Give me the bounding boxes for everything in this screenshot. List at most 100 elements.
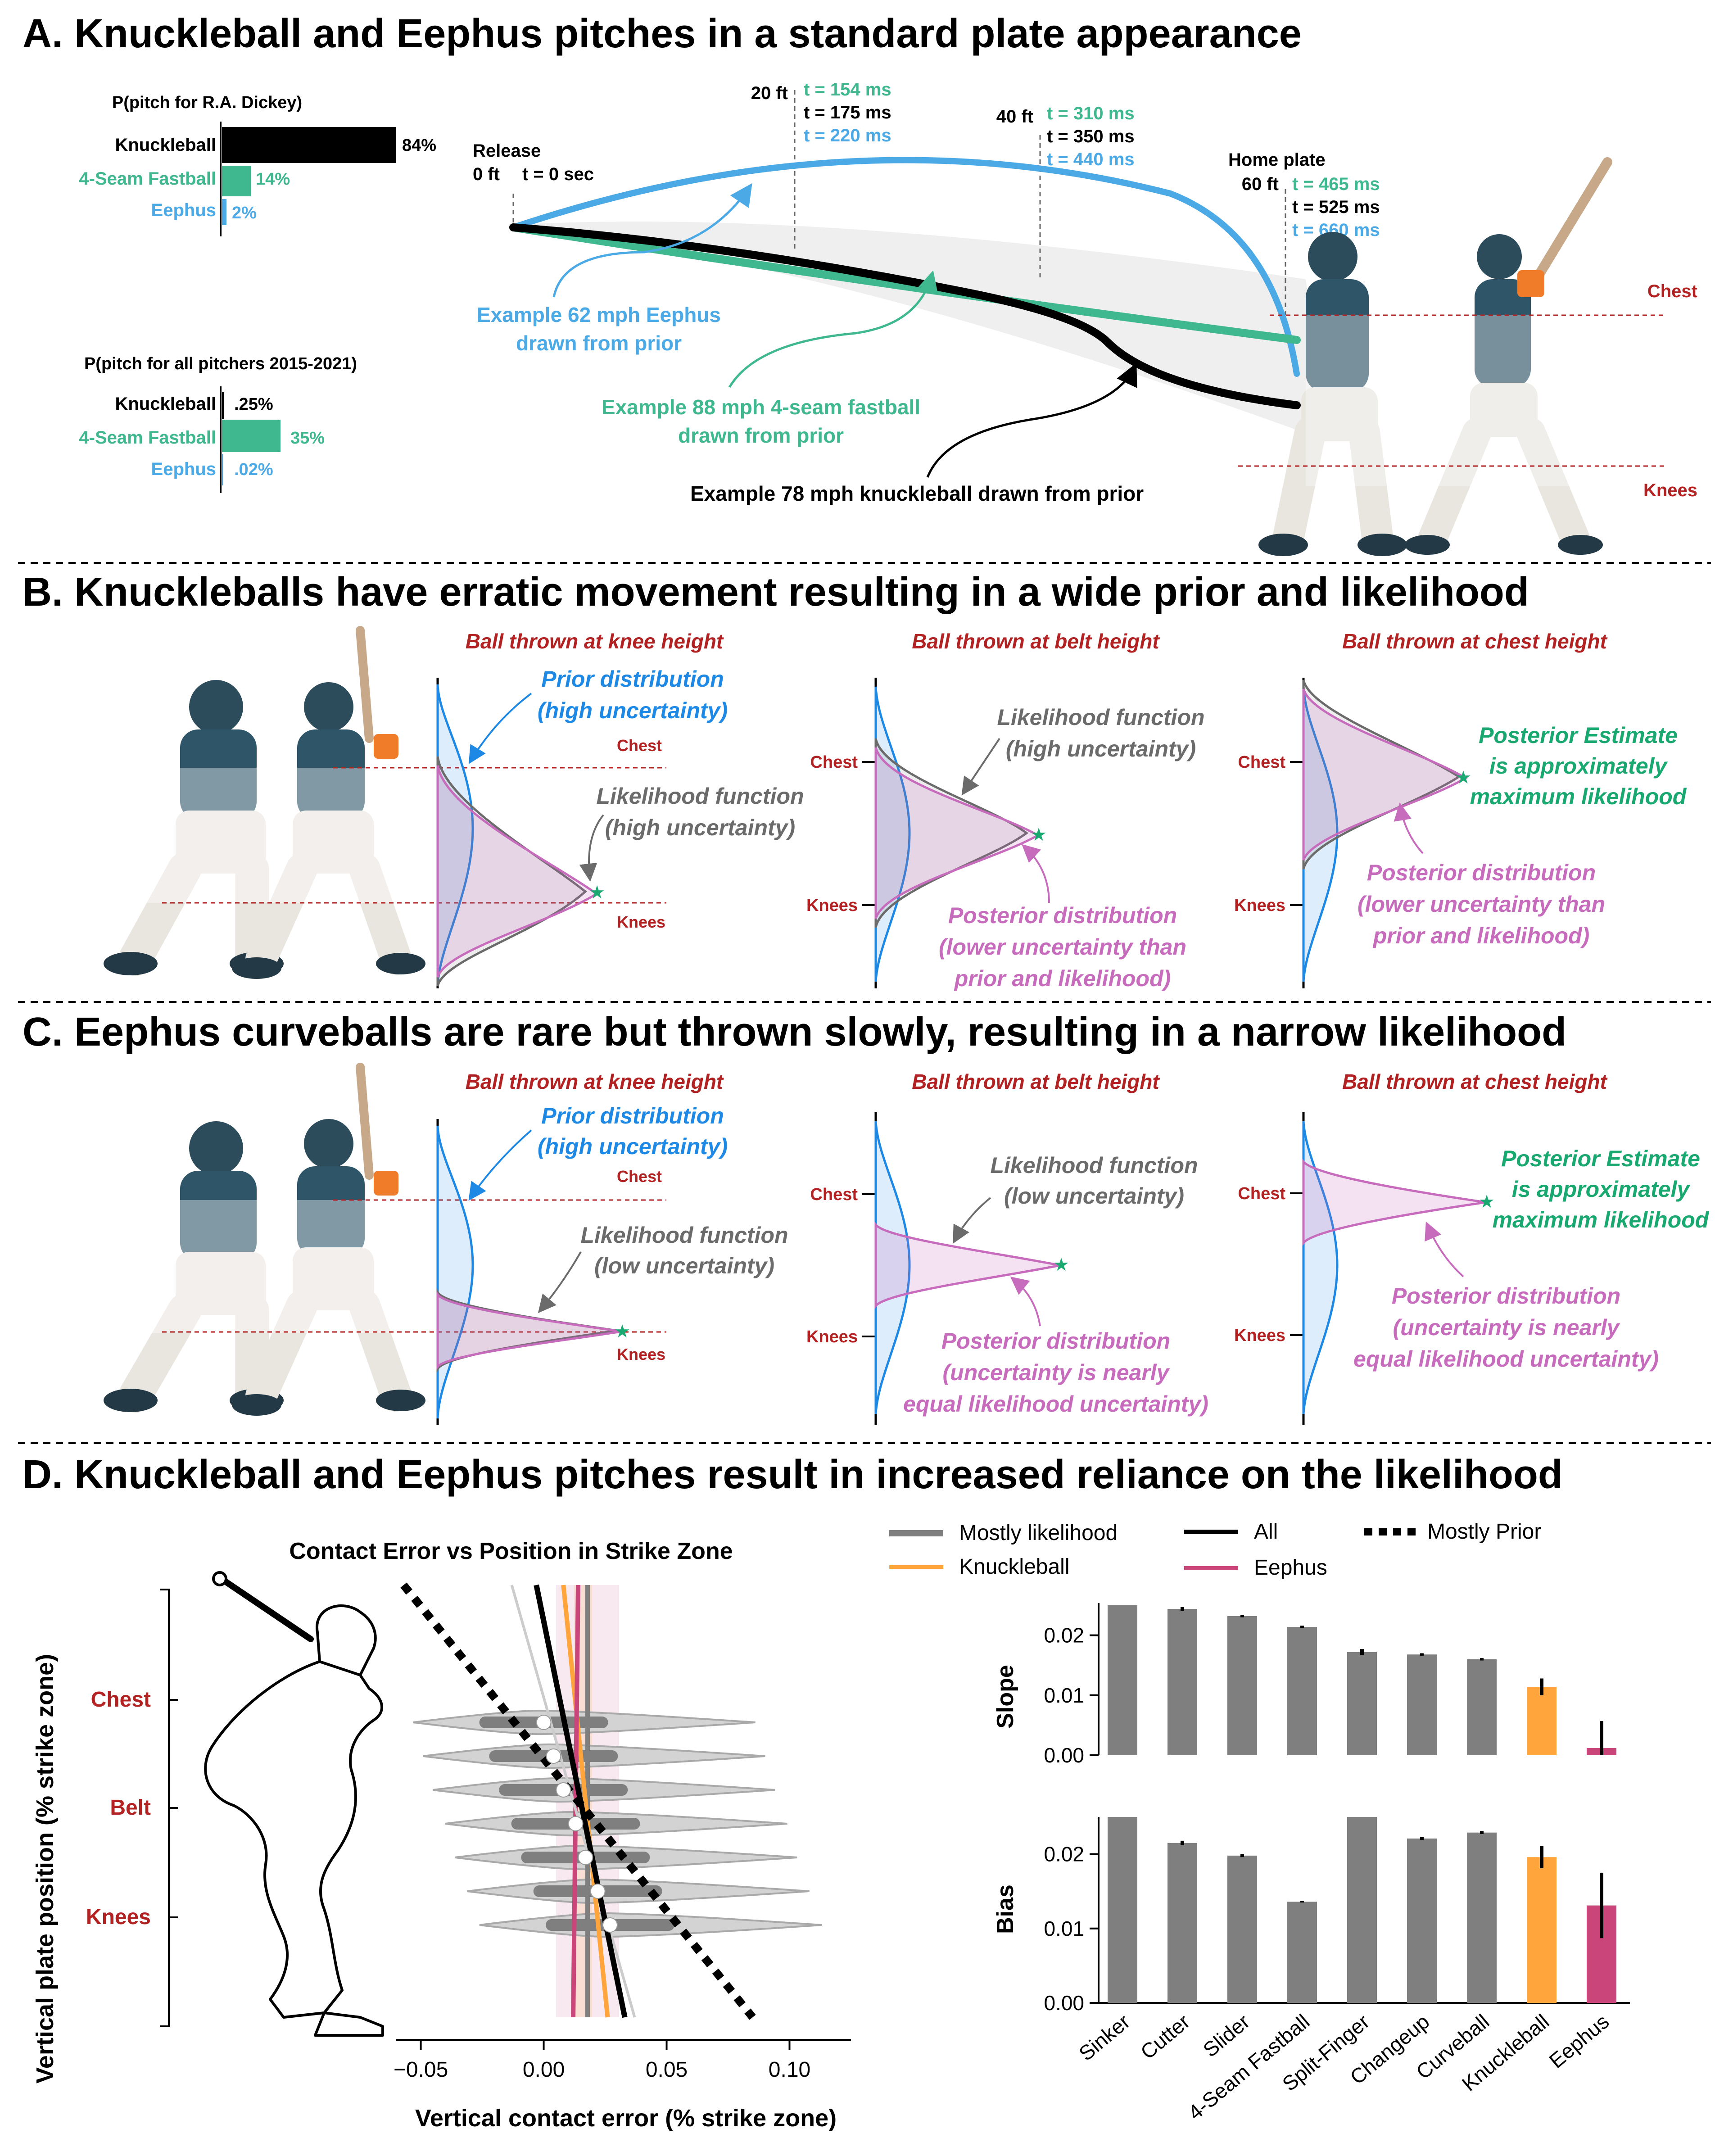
b-chest-plot: Ball thrown at chest height Chest Knees …: [1234, 630, 1687, 988]
all-value-fastball: 35%: [290, 429, 325, 448]
median-point-4: [578, 1850, 593, 1865]
legend-all: All: [1254, 1520, 1278, 1544]
slope-ylabel: Slope: [992, 1665, 1018, 1729]
median-point-1: [546, 1748, 561, 1764]
b1-prior-curve: [436, 684, 474, 987]
all-label-knuckleball: Knuckleball: [115, 394, 216, 414]
median-point-0: [536, 1715, 552, 1730]
b2-posterior-label-2: (lower uncertainty than: [939, 934, 1186, 960]
d-legend: Mostly likelihood All Mostly Prior Knuck…: [889, 1520, 1541, 1580]
bias-bar-slider: [1227, 1855, 1257, 2003]
b2-likelihood-label-2: (high uncertainty): [1006, 736, 1196, 761]
mark40-t2: t = 350 ms: [1047, 127, 1135, 146]
c3-estimate-label-1: Posterior Estimate: [1501, 1146, 1700, 1171]
d-plot-title: Contact Error vs Position in Strike Zone: [289, 1538, 733, 1564]
b2-posterior-label-3: prior and likelihood): [954, 966, 1171, 991]
all-pitchers-bar-chart: P(pitch for all pitchers 2015-2021) Knuc…: [79, 354, 357, 493]
b1-likelihood-label-2: (high uncertainty): [605, 815, 795, 840]
fastball-note-1: Example 88 mph 4-seam fastball: [602, 395, 920, 419]
chest-label-b3: Chest: [1238, 753, 1285, 772]
panel-b-title: B. Knuckleballs have erratic movement re…: [23, 570, 1529, 615]
d-y-bracket: [160, 1589, 170, 2027]
panel-c: C. Eephus curveballs are rare but thrown…: [23, 1010, 1710, 1425]
knees-label-c1: Knees: [617, 1345, 665, 1363]
c2-likelihood-arrow: [953, 1197, 991, 1244]
home-t2: t = 525 ms: [1292, 197, 1380, 217]
c2-likelihood-label-1: Likelihood function: [990, 1153, 1198, 1178]
line-knuckleball: [561, 1585, 610, 2018]
dickey-bar-knuckleball: [222, 127, 396, 163]
knees-label-c2: Knees: [806, 1327, 858, 1346]
b1-prior-label-1: Prior distribution: [541, 666, 724, 692]
panel-d: D. Knuckleball and Eephus pitches result…: [23, 1452, 1630, 2132]
b3-posterior-arrow: [1394, 802, 1424, 854]
d-y-axis-title: Vertical plate position (% strike zone): [32, 1654, 59, 2084]
dickey-bar-eephus: [222, 199, 226, 225]
knees-label-a: Knees: [1643, 480, 1697, 500]
c1-prior-label-2: (high uncertainty): [538, 1134, 728, 1159]
c-knee-plot: Ball thrown at knee height ★ Prior distr…: [436, 1070, 788, 1425]
slope-bar-split-finger: [1347, 1652, 1377, 1755]
legend-mostly-likelihood: Mostly likelihood: [959, 1521, 1118, 1545]
mark40-t3: t = 440 ms: [1047, 149, 1135, 169]
b3-estimate-label-3: maximum likelihood: [1470, 784, 1687, 809]
all-bar-knuckleball: [222, 392, 224, 419]
b3-estimate-star: ★: [1455, 768, 1471, 788]
c-belt-plot: Ball thrown at belt height Chest Knees ★…: [806, 1070, 1208, 1425]
slope-bar-4-seam-fastball: [1287, 1626, 1317, 1755]
median-point-5: [590, 1884, 606, 1899]
release-time: t = 0 sec: [522, 164, 594, 184]
slope-bar-knuckleball: [1527, 1687, 1557, 1755]
slope-ytick-label-1: 0.01: [1044, 1684, 1084, 1707]
d-ytick-knees: Knees: [86, 1905, 151, 1929]
b2-posterior-curve: [874, 747, 1040, 919]
c-sub-knee: Ball thrown at knee height: [466, 1070, 724, 1093]
panel-c-title: C. Eephus curveballs are rare but thrown…: [23, 1010, 1566, 1055]
release-ft: 0 ft: [473, 164, 500, 184]
b3-posterior-label-2: (lower uncertainty than: [1357, 892, 1605, 917]
b2-posterior-arrow: [1022, 844, 1050, 903]
b2-likelihood-curve: [874, 738, 1029, 928]
home-ft: 60 ft: [1242, 174, 1279, 194]
b3-posterior-label-1: Posterior distribution: [1367, 860, 1596, 885]
all-bar-eephus: [222, 454, 223, 485]
strike-zone-overlay: [1306, 315, 1666, 486]
b1-posterior-curve: [436, 765, 599, 978]
panel-d-title: D. Knuckleball and Eephus pitches result…: [23, 1452, 1563, 1497]
c-chest-plot: Ball thrown at chest height Chest Knees …: [1234, 1070, 1710, 1425]
d-xtick-label-3: 0.10: [769, 2058, 810, 2082]
b2-posterior-label-1: Posterior distribution: [948, 903, 1177, 928]
dickey-bar-chart: P(pitch for R.A. Dickey) Knuckleball 4-S…: [79, 93, 436, 236]
c2-posterior-label-1: Posterior distribution: [941, 1328, 1170, 1354]
all-value-eephus: .02%: [234, 460, 273, 479]
c2-likelihood-label-2: (low uncertainty): [1004, 1183, 1184, 1209]
home-t1: t = 465 ms: [1292, 174, 1380, 194]
fastball-note-arrow: [728, 270, 938, 388]
c1-estimate-star: ★: [614, 1322, 630, 1341]
home-label: Home plate: [1228, 150, 1326, 170]
knuckle-note-arrow: [926, 362, 1137, 478]
dickey-bar-fastball: [222, 166, 251, 196]
b1-estimate-star: ★: [589, 883, 605, 902]
c2-posterior-label-2: (uncertainty is nearly: [943, 1360, 1170, 1385]
chest-label-c2: Chest: [810, 1185, 858, 1204]
b-sub-chest: Ball thrown at chest height: [1342, 630, 1608, 653]
knuckle-note: Example 78 mph knuckleball drawn from pr…: [690, 482, 1144, 505]
slope-bar-curveball: [1467, 1659, 1497, 1755]
median-point-6: [602, 1917, 618, 1933]
panel-a: A. Knuckleball and Eephus pitches in a s…: [23, 11, 1697, 556]
bias-ytick-label-2: 0.02: [1044, 1843, 1084, 1866]
c3-posterior-label-1: Posterior distribution: [1392, 1283, 1620, 1309]
bias-bar-cutter: [1167, 1843, 1197, 2003]
b-knee-plot: Ball thrown at knee height ★ Prior distr…: [436, 630, 804, 988]
mark40-t1: t = 310 ms: [1047, 104, 1135, 123]
chest-label-a: Chest: [1647, 281, 1697, 301]
d-ytick-belt: Belt: [110, 1796, 151, 1820]
bias-bar-changeup: [1407, 1838, 1437, 2003]
category-label-eephus: Eephus: [1544, 2010, 1613, 2073]
b1-prior-label-2: (high uncertainty): [538, 698, 728, 723]
batter-photo-c: [104, 1063, 425, 1416]
mark20-t3: t = 220 ms: [804, 126, 891, 145]
trajectory-illustration: Release 0 ft t = 0 sec 20 ft t = 154 ms …: [473, 80, 1380, 505]
